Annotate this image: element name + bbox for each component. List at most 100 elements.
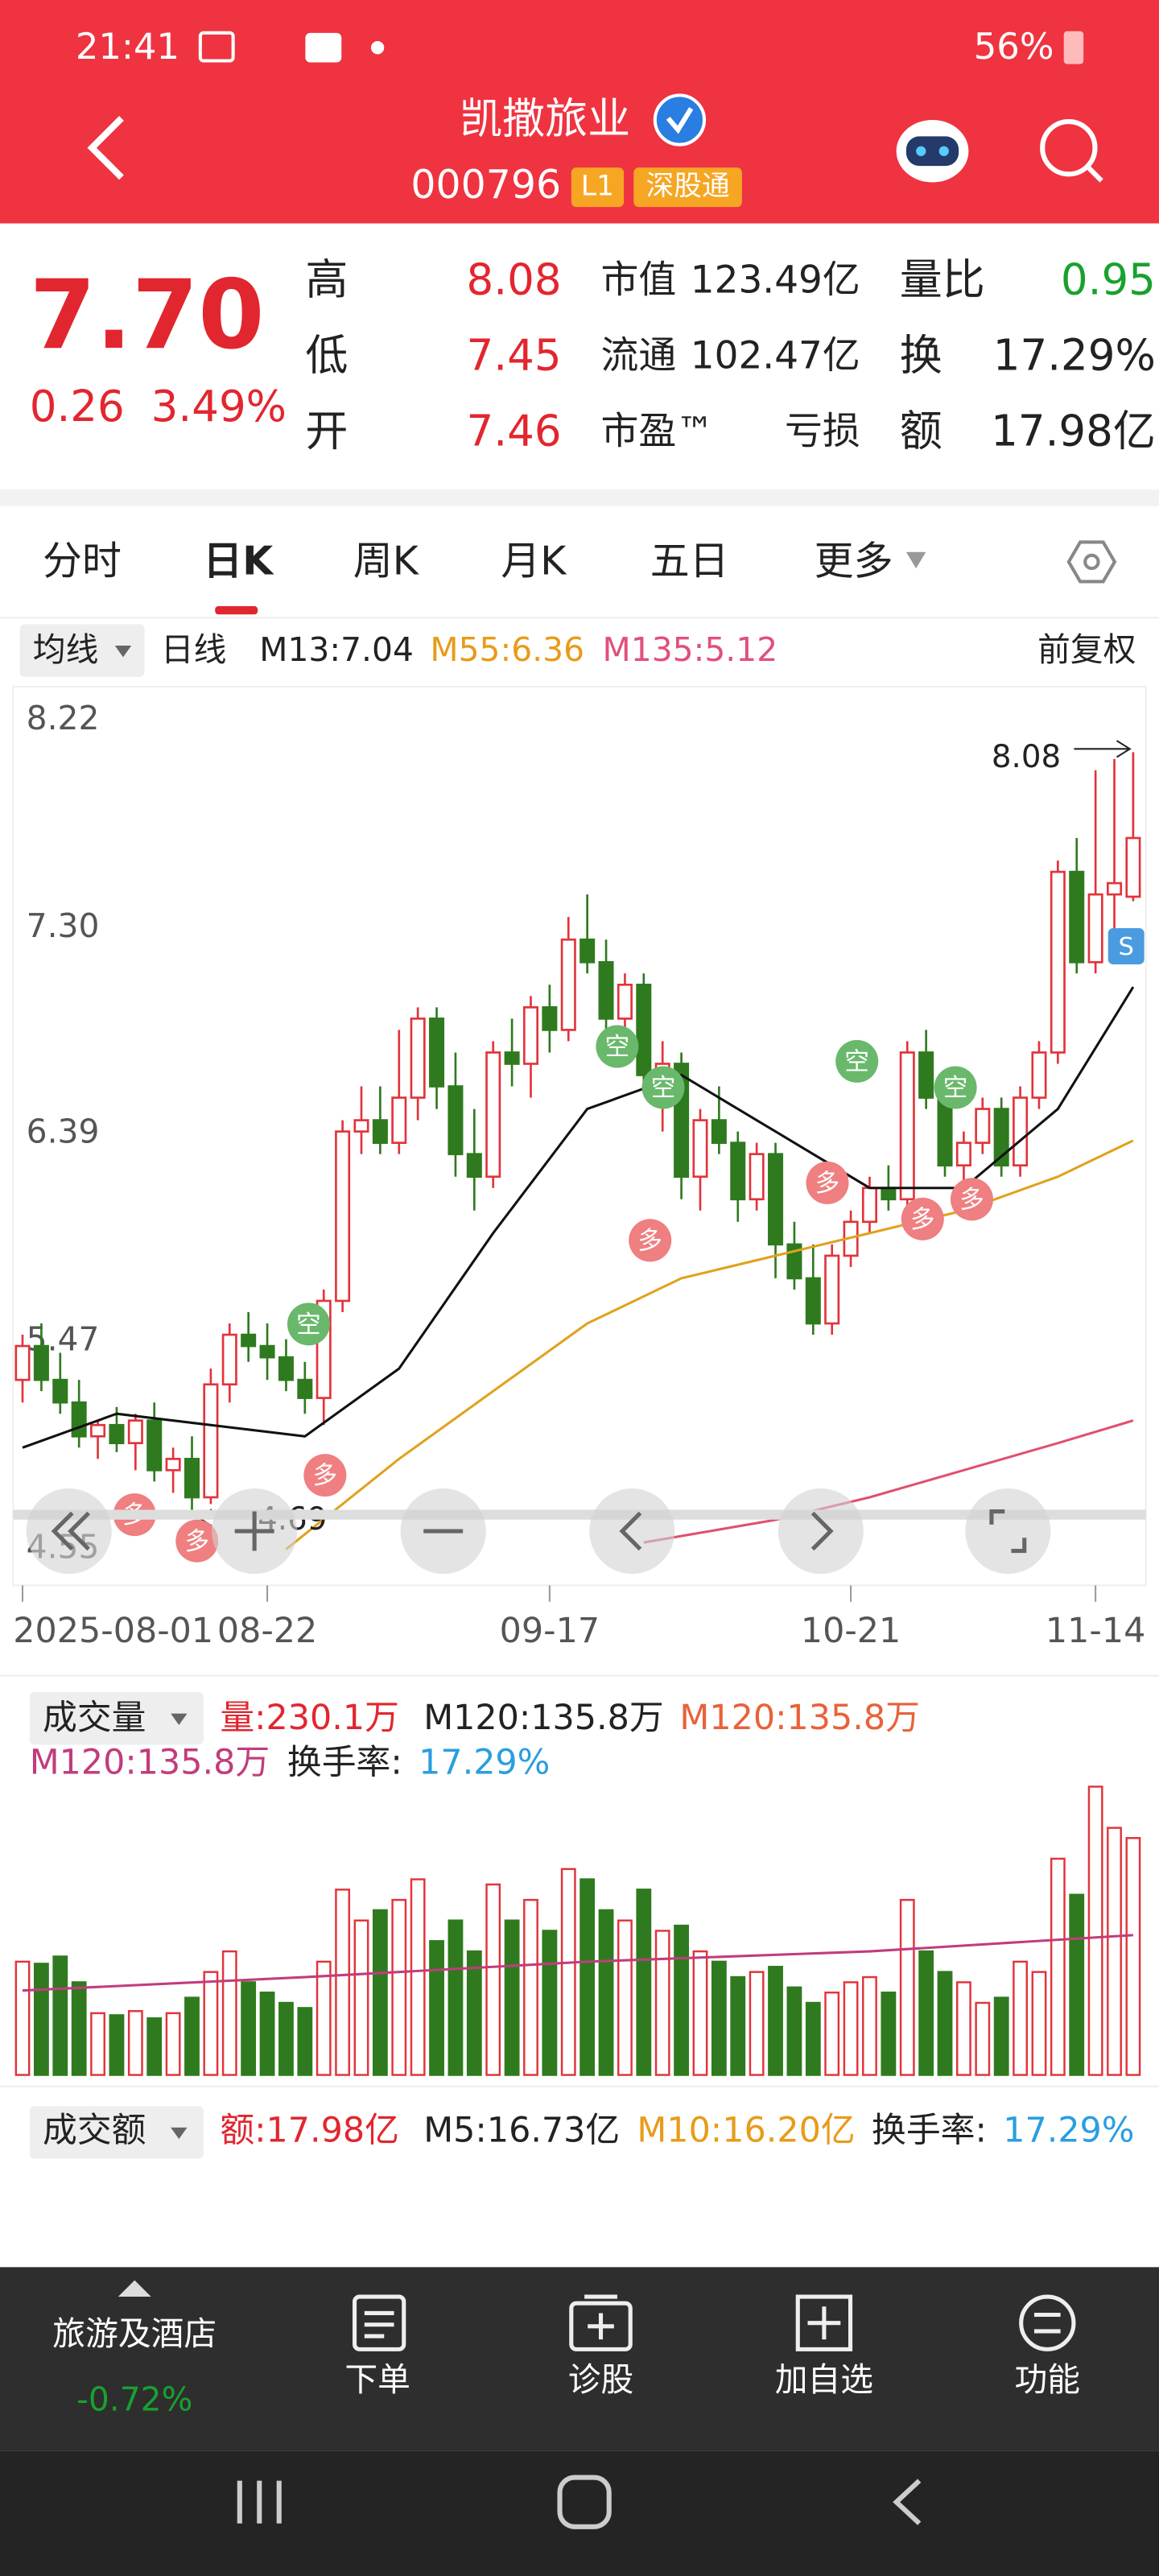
candle-body [448,1085,464,1155]
action[interactable]: 功能 [1015,2360,1081,2399]
volume-bar [297,2007,313,2076]
selector: 成交量 [43,1698,146,1738]
volume-bar [674,1924,690,2076]
candle-body [372,1119,388,1144]
ma-label: M55:6.36 [430,630,584,669]
candle-body [975,1108,991,1144]
candle-body [580,938,596,964]
legend: M10:16.20亿 [637,2110,855,2150]
signal-badge [934,1066,977,1109]
volume-bar [523,1898,538,2076]
volume-bar [918,1950,934,2076]
candle-body [109,1423,125,1445]
tab[interactable]: 更多 [815,538,893,584]
candle-body [203,1383,219,1499]
ma-line [285,1139,1134,1550]
candle-body [1013,1096,1029,1167]
control-icon [51,1511,90,1551]
candle-body [391,1096,407,1144]
adjust[interactable]: 前复权 [1037,630,1136,669]
ma-line [643,1419,1134,1544]
candle-body [636,983,652,1076]
selector-box[interactable] [19,624,145,677]
candle-body [899,1051,915,1201]
x-tick-label: 2025-08-01 [13,1611,213,1651]
control-button[interactable] [589,1488,675,1575]
icon [569,2301,633,2351]
stat-label: 高 [305,255,348,305]
legend: 17.29% [1003,2110,1134,2150]
candle-body [881,1187,897,1201]
candle-body [353,1119,369,1133]
sector[interactable]: 旅游及酒店 [52,2314,217,2353]
stat-label: 流通 [601,333,677,378]
volume-bar [975,2001,991,2076]
signal-badge [175,1519,219,1563]
back-button[interactable] [87,116,124,180]
stat-value: 0.95 [1061,255,1156,305]
y-tick-label: 6.39 [27,1112,100,1150]
tab[interactable]: 月K [501,538,567,584]
nav-back[interactable] [893,2479,922,2525]
action[interactable]: 下单 [344,2360,410,2399]
volume-bar [843,1981,859,2076]
volume-bar [542,1930,558,2076]
candle-body [805,1277,821,1325]
stat-value: 102.47亿 [691,333,860,378]
candle-body [560,938,576,1031]
candle-body [504,1051,520,1065]
control-button[interactable] [965,1488,1051,1575]
candle-body [824,1254,840,1325]
stock-name: 凯撒旅业 [460,94,630,144]
signal-badge [806,1161,849,1204]
expand-arrow[interactable] [118,2280,151,2297]
tab[interactable]: 日K [203,538,274,584]
selector-box[interactable] [29,1692,204,1745]
bottom-bar [0,2267,1159,2451]
battery: 56% [974,25,1054,68]
volume-bar [316,1960,332,2076]
volume-bar [937,1971,953,2076]
search-handle [1087,165,1103,183]
robot-eye [938,146,949,156]
candle-body [918,1051,934,1099]
x-tick-label: 10-21 [801,1611,901,1651]
tab[interactable]: 五日 [650,538,729,584]
legend: M120:135.8万 [423,1698,663,1738]
selector-box[interactable] [29,2106,204,2159]
candle-body [542,1006,558,1031]
tab[interactable]: 分时 [43,538,122,584]
signal-label: 多 [959,1186,984,1214]
nav-recent[interactable] [237,2480,282,2524]
x-tick-label: 09-17 [500,1611,600,1651]
candle-body [1069,870,1085,964]
volume-bar [956,1981,971,2076]
control-button[interactable] [777,1488,864,1575]
candle-body [52,1378,68,1404]
stat-label: 低 [305,331,348,381]
nav-bar [0,2450,1159,2576]
dot [370,41,385,55]
ma-line [22,1934,1134,1992]
tab-underline [215,606,258,615]
tab[interactable]: 周K [353,538,420,584]
verified-check [666,107,694,134]
settings-icon [1083,553,1100,571]
signal-label: 空 [651,1075,676,1103]
volume-bar [711,1960,727,2076]
candle-body [90,1423,106,1438]
legend: 换手率: [287,1742,402,1782]
action[interactable]: 加自选 [775,2360,873,2399]
period: 日线 [161,630,227,669]
volume-bar [598,1909,614,2076]
nav-home[interactable] [557,2475,612,2529]
settings-button[interactable] [1066,540,1117,584]
search-button[interactable] [1040,118,1098,177]
change-pct: 3.49% [151,382,287,431]
signal-label: S [1118,933,1133,961]
volume-bar [1125,1837,1141,2076]
volume-bar [241,1981,257,2076]
robot-face [905,136,959,167]
action[interactable]: 诊股 [568,2360,634,2399]
